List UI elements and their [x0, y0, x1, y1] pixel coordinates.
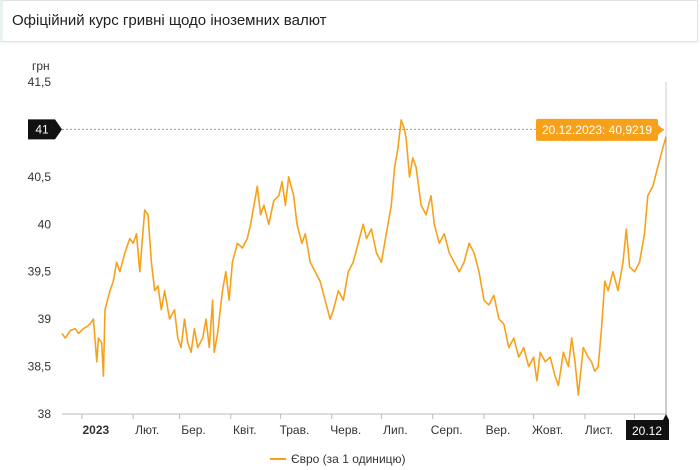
x-axis-ticks: 2023 Лют. Бер. Квіт. Трав. Черв. Лип. Серп. Вер.… — [81, 414, 663, 437]
y-tick-label: 39 — [38, 312, 52, 326]
tooltip-text: 20.12.2023: 40,9219 — [542, 123, 652, 137]
x-tick-label: Вер. — [486, 423, 511, 437]
y-tick-label: 41,5 — [28, 75, 52, 89]
y-tick-label: 40 — [38, 217, 52, 231]
x-tick-label: Серп. — [431, 423, 463, 437]
x-tick-label: Бер. — [181, 423, 206, 437]
y-tick-label: 38,5 — [28, 360, 52, 374]
y-crosshair-badge: 41 — [28, 119, 62, 140]
chart-header: Офіційний курс гривні щодо іноземних вал… — [0, 0, 698, 42]
x-tick-label: Жовт. — [532, 423, 563, 437]
y-crosshair-value: 41 — [35, 122, 49, 136]
y-tick-label: 39,5 — [28, 265, 52, 279]
x-crosshair-badge: 20.12 — [626, 414, 669, 440]
series-line-euro[interactable] — [61, 119, 667, 396]
page-title: Офіційний курс гривні щодо іноземних вал… — [12, 12, 327, 29]
x-tick-label: 2023 — [83, 423, 110, 437]
y-axis-unit: грн — [32, 59, 50, 73]
x-tick-label: Квіт. — [233, 423, 257, 437]
y-tick-label: 38 — [38, 407, 52, 421]
legend-label[interactable]: Євро (за 1 одиницю) — [291, 452, 406, 466]
x-crosshair-value: 20.12 — [632, 424, 662, 438]
tooltip: 20.12.2023: 40,9219 — [536, 118, 664, 141]
legend[interactable]: Євро (за 1 одиницю) — [270, 452, 406, 466]
x-tick-label: Черв. — [330, 423, 361, 437]
x-tick-label: Лют. — [135, 423, 159, 437]
x-tick-label: Лист. — [585, 423, 613, 437]
y-tick-label: 40,5 — [28, 170, 52, 184]
x-tick-label: Трав. — [280, 423, 310, 437]
x-tick-label: Лип. — [383, 423, 407, 437]
